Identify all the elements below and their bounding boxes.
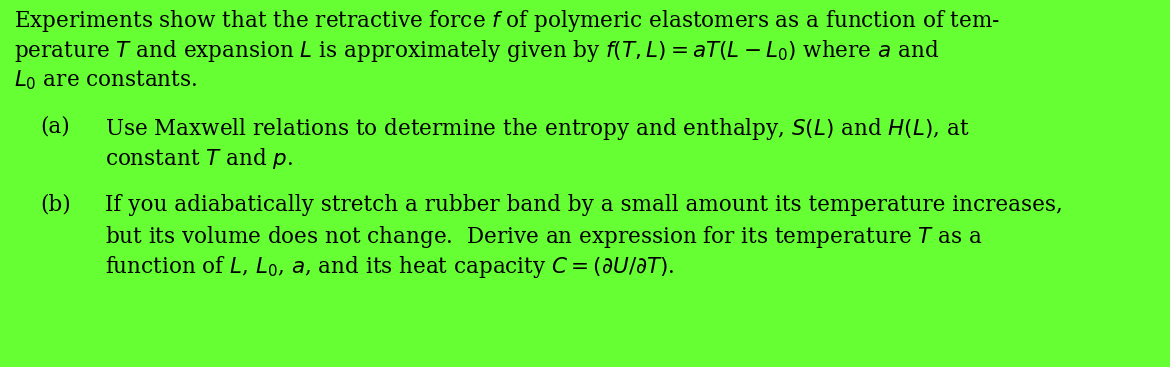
Text: Use Maxwell relations to determine the entropy and enthalpy, $S(L)$ and $H(L)$, : Use Maxwell relations to determine the e… [105, 116, 970, 142]
Text: perature $T$ and expansion $L$ is approximately given by $f(T, L) = aT(L - L_0)$: perature $T$ and expansion $L$ is approx… [14, 38, 940, 64]
Text: constant $T$ and $p$.: constant $T$ and $p$. [105, 146, 294, 171]
Text: but its volume does not change.  Derive an expression for its temperature $T$ as: but its volume does not change. Derive a… [105, 224, 983, 250]
Text: function of $L$, $L_0$, $a$, and its heat capacity $C = (\partial U/\partial T)$: function of $L$, $L_0$, $a$, and its hea… [105, 254, 675, 280]
Text: If you adiabatically stretch a rubber band by a small amount its temperature inc: If you adiabatically stretch a rubber ba… [105, 194, 1062, 216]
Text: (a): (a) [40, 116, 70, 138]
Text: Experiments show that the retractive force $f$ of polymeric elastomers as a func: Experiments show that the retractive for… [14, 8, 1000, 34]
Text: (b): (b) [40, 194, 70, 216]
Text: $L_0$ are constants.: $L_0$ are constants. [14, 68, 198, 92]
